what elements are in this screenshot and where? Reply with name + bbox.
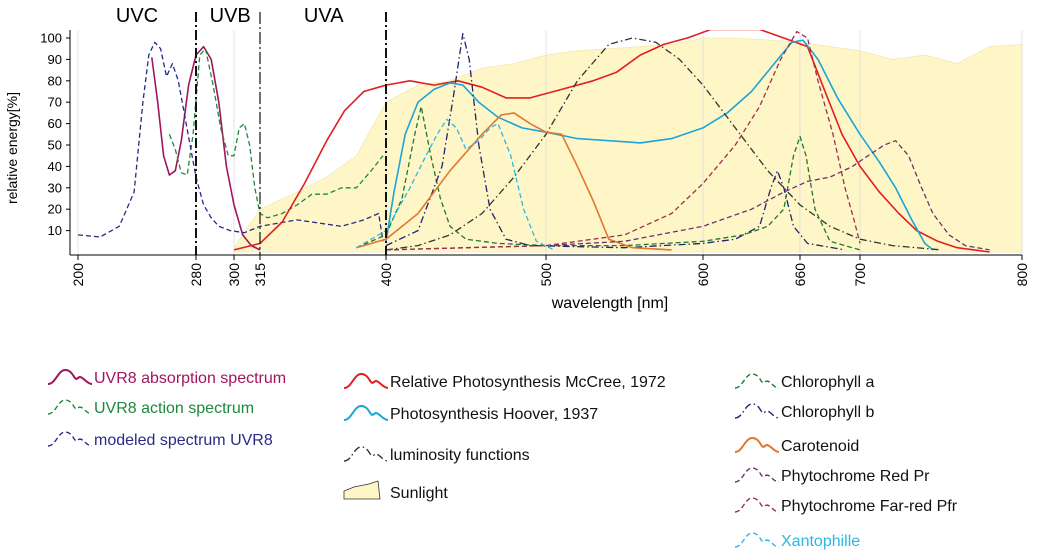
- legend-swatch-chlorophyll-b: [734, 403, 780, 419]
- legend-swatch-relative-photosynthesis-mccree-1972: [343, 373, 389, 389]
- x-axis-title: wavelength [nm]: [551, 295, 669, 312]
- legend-swatch-phytochrome-red-pr: [734, 467, 780, 483]
- series-phytochrome-red-pr: [385, 140, 990, 251]
- y-tick-label-10: 10: [48, 223, 62, 238]
- legend-label-chlorophyll-a: Chlorophyll a: [781, 374, 874, 391]
- legend-item-phytochrome-red-pr: Phytochrome Red Pr: [734, 467, 930, 485]
- x-tick-label-300: 300: [226, 263, 242, 287]
- legend-label-modeled-spectrum-uvr8: modeled spectrum UVR8: [94, 432, 273, 449]
- legend-item-sunlight: Sunlight: [343, 480, 448, 502]
- legend-item-chlorophyll-a: Chlorophyll a: [734, 373, 874, 391]
- series-luminosity-functions: [385, 37, 942, 251]
- legend-item-uvr8-absorption-spectrum: UVR8 absorption spectrum: [47, 369, 286, 387]
- legend-label-xantophille: Xantophille: [781, 533, 860, 550]
- y-tick-label-40: 40: [48, 159, 62, 174]
- y-tick-label-30: 30: [48, 180, 62, 195]
- x-tick-label-500: 500: [538, 263, 554, 287]
- legend-item-luminosity-functions: luminosity functions: [343, 446, 530, 464]
- x-tick-label-200: 200: [70, 263, 86, 287]
- y-axis-title: relative energy[%]: [4, 92, 20, 204]
- series-uvr8-action-spectrum: [168, 48, 384, 219]
- legend-label-luminosity-functions: luminosity functions: [390, 447, 530, 464]
- legend: UVR8 absorption spectrum UVR8 action spec…: [47, 369, 958, 550]
- series-chlorophyll-a: [356, 105, 861, 251]
- x-tick-label-400: 400: [378, 263, 394, 287]
- series-phytochrome-far-red-pfr: [385, 30, 861, 251]
- y-tick-label-20: 20: [48, 202, 62, 217]
- band-labels: UVC UVB UVA: [116, 5, 344, 27]
- band-boundaries: [195, 12, 387, 255]
- legend-swatch-chlorophyll-a: [734, 373, 780, 389]
- y-tick-label-90: 90: [48, 52, 62, 67]
- band-label-uvb: UVB: [210, 5, 251, 27]
- legend-label-sunlight: Sunlight: [390, 485, 448, 502]
- legend-item-modeled-spectrum-uvr8: modeled spectrum UVR8: [47, 431, 273, 449]
- series-modeled-spectrum-uvr8: [77, 41, 384, 242]
- y-tick-label-50: 50: [48, 138, 62, 153]
- legend-label-uvr8-action-spectrum: UVR8 action spectrum: [94, 400, 254, 417]
- legend-label-relative-photosynthesis-mccree-1972: Relative Photosynthesis McCree, 1972: [390, 374, 666, 391]
- x-tick-label-315: 315: [252, 263, 268, 287]
- series-photosynthesis-hoover-1937: [385, 39, 934, 251]
- legend-swatch-photosynthesis-hoover-1937: [343, 405, 389, 421]
- legend-item-carotenoid: Carotenoid: [734, 437, 859, 455]
- legend-item-photosynthesis-hoover-1937: Photosynthesis Hoover, 1937: [343, 405, 598, 423]
- band-label-uva: UVA: [304, 5, 344, 27]
- series-chlorophyll-b: [385, 33, 846, 251]
- legend-swatch-xantophille: [734, 532, 780, 548]
- x-tick-label-660: 660: [792, 263, 808, 287]
- legend-swatch-uvr8-absorption-spectrum: [47, 369, 93, 385]
- x-axis-ticks: 200 280 300 315 400 500 600 660 700 800: [70, 255, 1030, 286]
- band-label-uvc: UVC: [116, 5, 158, 27]
- series-carotenoid: [356, 112, 672, 251]
- legend-label-phytochrome-red-pr: Phytochrome Red Pr: [781, 468, 930, 485]
- legend-swatch-luminosity-functions: [343, 446, 389, 462]
- legend-swatch-uvr8-action-spectrum: [47, 399, 93, 415]
- y-tick-label-80: 80: [48, 73, 62, 88]
- y-tick-label-100: 100: [40, 31, 62, 46]
- y-axis-ticks: 10 20 30 40 50 60 70 80 90 100: [40, 31, 70, 238]
- legend-item-relative-photosynthesis-mccree-1972: Relative Photosynthesis McCree, 1972: [343, 373, 666, 391]
- legend-label-phytochrome-far-red-pfr: Phytochrome Far-red Pfr: [781, 498, 958, 515]
- plot-area: [69, 12, 1023, 256]
- x-tick-label-800: 800: [1014, 263, 1030, 287]
- y-tick-label-60: 60: [48, 116, 62, 131]
- x-tick-label-600: 600: [695, 263, 711, 287]
- series-layer: [77, 30, 990, 253]
- series-relative-photosynthesis-mccree-1972: [233, 30, 990, 253]
- series-uvr8-absorption-spectrum: [151, 45, 261, 251]
- x-tick-label-700: 700: [852, 263, 868, 287]
- legend-item-chlorophyll-b: Chlorophyll b: [734, 403, 874, 421]
- legend-label-chlorophyll-b: Chlorophyll b: [781, 404, 874, 421]
- legend-item-xantophille: Xantophille: [734, 532, 860, 550]
- legend-swatch-sunlight: [343, 480, 381, 500]
- legend-swatch-modeled-spectrum-uvr8: [47, 431, 93, 447]
- legend-swatch-carotenoid: [734, 437, 780, 453]
- x-tick-label-280: 280: [188, 263, 204, 287]
- legend-item-phytochrome-far-red-pfr: Phytochrome Far-red Pfr: [734, 497, 958, 515]
- legend-label-carotenoid: Carotenoid: [781, 438, 859, 455]
- legend-swatch-phytochrome-far-red-pfr: [734, 497, 780, 513]
- y-tick-label-70: 70: [48, 95, 62, 110]
- legend-item-uvr8-action-spectrum: UVR8 action spectrum: [47, 399, 254, 417]
- legend-label-uvr8-absorption-spectrum: UVR8 absorption spectrum: [94, 370, 286, 387]
- legend-label-photosynthesis-hoover-1937: Photosynthesis Hoover, 1937: [390, 406, 598, 423]
